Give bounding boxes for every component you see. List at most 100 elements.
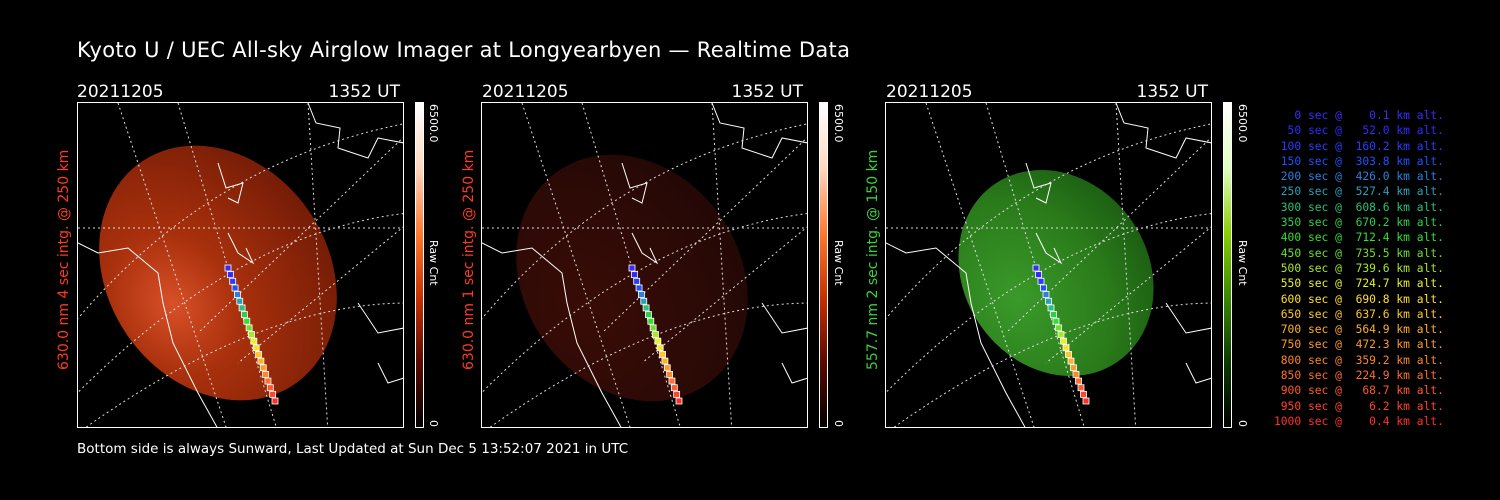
trajectory-marker [1047, 304, 1055, 312]
trajectory-marker [259, 364, 267, 372]
coastline [1165, 302, 1211, 334]
trajectory-marker [1062, 344, 1070, 352]
trajectory-marker [642, 304, 650, 312]
trajectory-legend: 0 sec @ 0.1 km alt. 50 sec @ 52.0 km alt… [1262, 108, 1444, 429]
trajectory-marker [661, 357, 669, 365]
coastline [1185, 362, 1211, 384]
coastline [781, 362, 807, 384]
trajectory-marker [652, 331, 659, 338]
panel-1-cbar-min: 0 [427, 420, 440, 427]
panel-1-date: 20211205 [77, 82, 164, 102]
legend-row: 1000 sec @ 0.4 km alt. [1273, 414, 1444, 428]
trajectory-marker [252, 344, 260, 352]
trajectory-marker [229, 277, 237, 285]
coastline [886, 242, 1026, 427]
legend-row: 100 sec @ 160.2 km alt. [1273, 139, 1444, 153]
legend-row: 0 sec @ 0.1 km alt. [1273, 109, 1444, 122]
trajectory-marker [1077, 384, 1085, 392]
panel-3-colorbar [1223, 102, 1232, 428]
panel-3-date: 20211205 [886, 82, 973, 102]
trajectory-marker [1040, 284, 1047, 292]
trajectory-marker [1052, 317, 1060, 325]
trajectory-marker [266, 384, 274, 392]
coastline [761, 302, 807, 334]
grid-lat-arc [482, 123, 807, 320]
trajectory-marker [640, 297, 648, 305]
legend-row: 650 sec @ 637.6 km alt. [1273, 307, 1444, 321]
coastline [1035, 232, 1063, 265]
legend-row: 950 sec @ 6.2 km alt. [1273, 399, 1444, 413]
trajectory-marker [241, 311, 248, 318]
trajectory-marker [630, 271, 638, 279]
grid-lon-line [1115, 103, 1137, 427]
trajectory-marker [1050, 311, 1057, 318]
trajectory-marker [271, 397, 279, 405]
trajectory-marker [668, 377, 676, 385]
trajectory-marker [654, 337, 662, 345]
trajectory-marker [269, 390, 277, 398]
trajectory-marker [666, 370, 674, 378]
trajectory-marker [226, 271, 234, 279]
trajectory-marker [1055, 324, 1062, 332]
trajectory-marker [1045, 297, 1052, 305]
panel-3-time: 1352 UT [1136, 82, 1209, 102]
trajectory-marker [233, 291, 241, 299]
trajectory-marker [231, 284, 239, 292]
legend-row: 500 sec @ 739.6 km alt. [1273, 261, 1444, 275]
coastline [631, 232, 659, 265]
coastline [227, 232, 255, 265]
grid-lon-line [1045, 226, 1211, 364]
trajectory-marker [1075, 377, 1082, 385]
panel-2-image [481, 102, 808, 428]
coastline [1025, 162, 1052, 204]
trajectory-marker [663, 364, 671, 372]
grid-lat-arc [78, 123, 403, 320]
trajectory-marker [238, 304, 246, 312]
page-title: Kyoto U / UEC All-sky Airglow Imager at … [77, 38, 851, 62]
grid-lat-arc [886, 123, 1211, 320]
trajectory-marker [659, 351, 666, 358]
legend-row: 400 sec @ 712.4 km alt. [1273, 231, 1444, 245]
trajectory-marker [670, 384, 678, 392]
trajectory-marker [257, 357, 265, 365]
legend-row: 350 sec @ 670.2 km alt. [1273, 216, 1444, 230]
legend-row: 600 sec @ 690.8 km alt. [1273, 292, 1444, 306]
trajectory-marker [248, 331, 255, 338]
panel-2-colorbar [819, 102, 828, 428]
legend-row: 150 sec @ 303.8 km alt. [1273, 154, 1444, 168]
coastline [357, 302, 403, 334]
trajectory-marker [656, 344, 664, 352]
trajectory-marker [1065, 351, 1072, 358]
trajectory-marker [637, 291, 645, 299]
trajectory-marker [1072, 370, 1080, 378]
coastline [377, 362, 403, 384]
panel-2-time: 1352 UT [731, 82, 804, 102]
coastline [307, 103, 403, 159]
trajectory-marker [1060, 337, 1067, 345]
panel-3-cbar-unit: Raw Cnt [1236, 240, 1249, 286]
panel-2-ylabel: 630.0 nm 1 sec intg. @ 250 km [461, 149, 477, 370]
grid-lon-line [1005, 137, 1211, 334]
coastline [621, 162, 648, 204]
panel-1-ylabel: 630.0 nm 4 sec intg. @ 250 km [56, 149, 72, 370]
airglow-emission [958, 169, 1154, 377]
panel-1-cbar-unit: Raw Cnt [427, 240, 440, 286]
coastline [711, 103, 807, 159]
trajectory-marker [645, 311, 652, 318]
trajectory-marker [245, 324, 253, 332]
trajectory-marker [649, 324, 657, 332]
trajectory-marker [647, 317, 655, 325]
legend-row: 850 sec @ 224.9 km alt. [1273, 369, 1444, 383]
trajectory-marker [1070, 364, 1077, 372]
coastline [78, 242, 218, 427]
grid-lon-line [197, 137, 403, 334]
grid-lon-line [307, 103, 329, 427]
trajectory-marker [1035, 271, 1042, 279]
trajectory-marker [633, 277, 641, 285]
panel-1-colorbar [415, 102, 424, 428]
legend-row: 50 sec @ 52.0 km alt. [1273, 124, 1444, 138]
panel-2-cbar-min: 0 [832, 420, 845, 427]
panel-3-ylabel: 557.7 nm 2 sec intg. @ 150 km [865, 149, 881, 370]
grid-lon-line [601, 137, 807, 334]
trajectory-marker [1037, 277, 1045, 285]
